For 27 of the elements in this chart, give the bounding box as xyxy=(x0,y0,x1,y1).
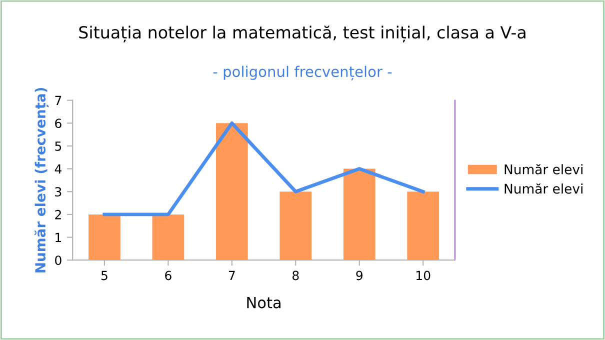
legend-label: Număr elevi xyxy=(504,164,582,174)
bar xyxy=(343,168,376,260)
y-tick-label: 0 xyxy=(55,256,62,266)
x-tick-label: 10 xyxy=(416,270,430,280)
bar xyxy=(216,123,248,260)
y-tick-label: 3 xyxy=(55,187,62,197)
bar xyxy=(407,192,440,260)
x-tick-label: 5 xyxy=(101,270,108,280)
legend-label: Număr elevi xyxy=(504,183,582,194)
x-tick-label: 9 xyxy=(356,270,362,280)
x-axis-title: Nota xyxy=(247,296,280,308)
line-series xyxy=(102,121,425,216)
x-tick-label: 8 xyxy=(292,270,299,280)
chart-subtitle: - poligonul frecvențelor - xyxy=(213,66,392,80)
y-tick-label: 4 xyxy=(54,164,62,174)
y-axis-title: Număr elevi (frecvența) xyxy=(34,88,49,272)
x-tick-label: 7 xyxy=(228,270,235,280)
bar xyxy=(280,192,312,260)
chart-title: Situația notelor la matematică, test inițial, clasa a V-a xyxy=(79,26,526,42)
bar xyxy=(88,214,120,260)
y-tick-label: 6 xyxy=(55,118,62,128)
y-tick-label: 1 xyxy=(56,232,62,242)
y-tick-label: 7 xyxy=(55,96,62,106)
x-tick-label: 6 xyxy=(165,270,172,280)
bar xyxy=(152,214,184,260)
y-tick-label: 5 xyxy=(55,142,62,151)
y-tick-label: 2 xyxy=(55,210,61,220)
